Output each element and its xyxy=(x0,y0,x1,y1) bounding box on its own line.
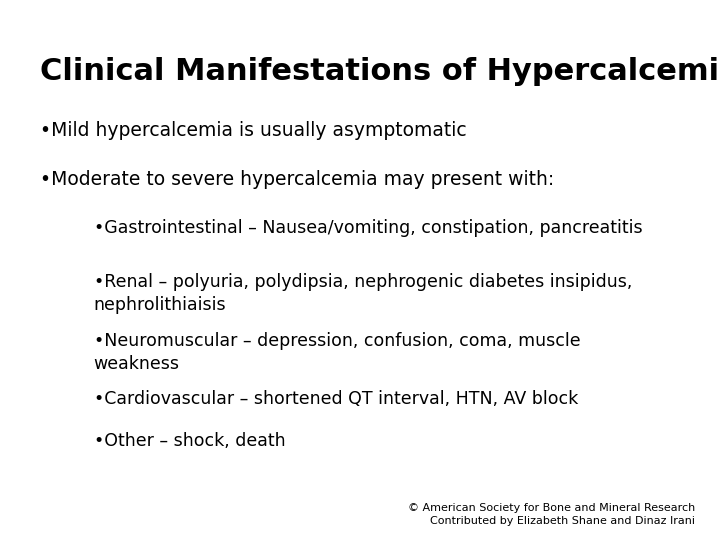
Text: Clinical Manifestations of Hypercalcemia: Clinical Manifestations of Hypercalcemia xyxy=(40,57,720,86)
Text: •Other – shock, death: •Other – shock, death xyxy=(94,432,285,450)
Text: •Neuromuscular – depression, confusion, coma, muscle
weakness: •Neuromuscular – depression, confusion, … xyxy=(94,332,580,373)
Text: © American Society for Bone and Mineral Research
Contributed by Elizabeth Shane : © American Society for Bone and Mineral … xyxy=(408,503,695,526)
Text: •Renal – polyuria, polydipsia, nephrogenic diabetes insipidus,
nephrolithiaisis: •Renal – polyuria, polydipsia, nephrogen… xyxy=(94,273,632,314)
Text: •Gastrointestinal – Nausea/vomiting, constipation, pancreatitis: •Gastrointestinal – Nausea/vomiting, con… xyxy=(94,219,642,237)
Text: •Cardiovascular – shortened QT interval, HTN, AV block: •Cardiovascular – shortened QT interval,… xyxy=(94,390,578,408)
Text: •Mild hypercalcemia is usually asymptomatic: •Mild hypercalcemia is usually asymptoma… xyxy=(40,122,467,140)
Text: •Moderate to severe hypercalcemia may present with:: •Moderate to severe hypercalcemia may pr… xyxy=(40,170,554,189)
